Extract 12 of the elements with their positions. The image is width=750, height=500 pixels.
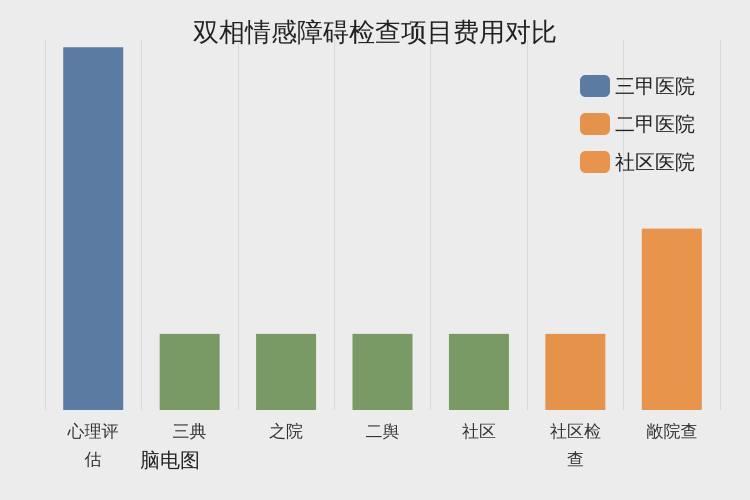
x-tick-label: 二舆 (366, 422, 400, 442)
x-tick-label: 敞院查 (646, 422, 698, 442)
x-tick-label: 心理评估 (66, 422, 119, 470)
x-tick-label: 之院 (269, 422, 304, 442)
chart-title: 双相情感障碍检查项目费用对比 (193, 18, 557, 48)
x-tick-label: 社区 (462, 422, 496, 442)
x-tick-label: 社区检查 (550, 422, 601, 470)
x-tick-label: 三典 (172, 422, 207, 442)
legend-label: 二甲医院 (615, 112, 695, 136)
text: 脑电图 (140, 448, 200, 472)
legend-label: 社区医院 (615, 150, 695, 174)
legend-label: 三甲医院 (615, 74, 695, 98)
